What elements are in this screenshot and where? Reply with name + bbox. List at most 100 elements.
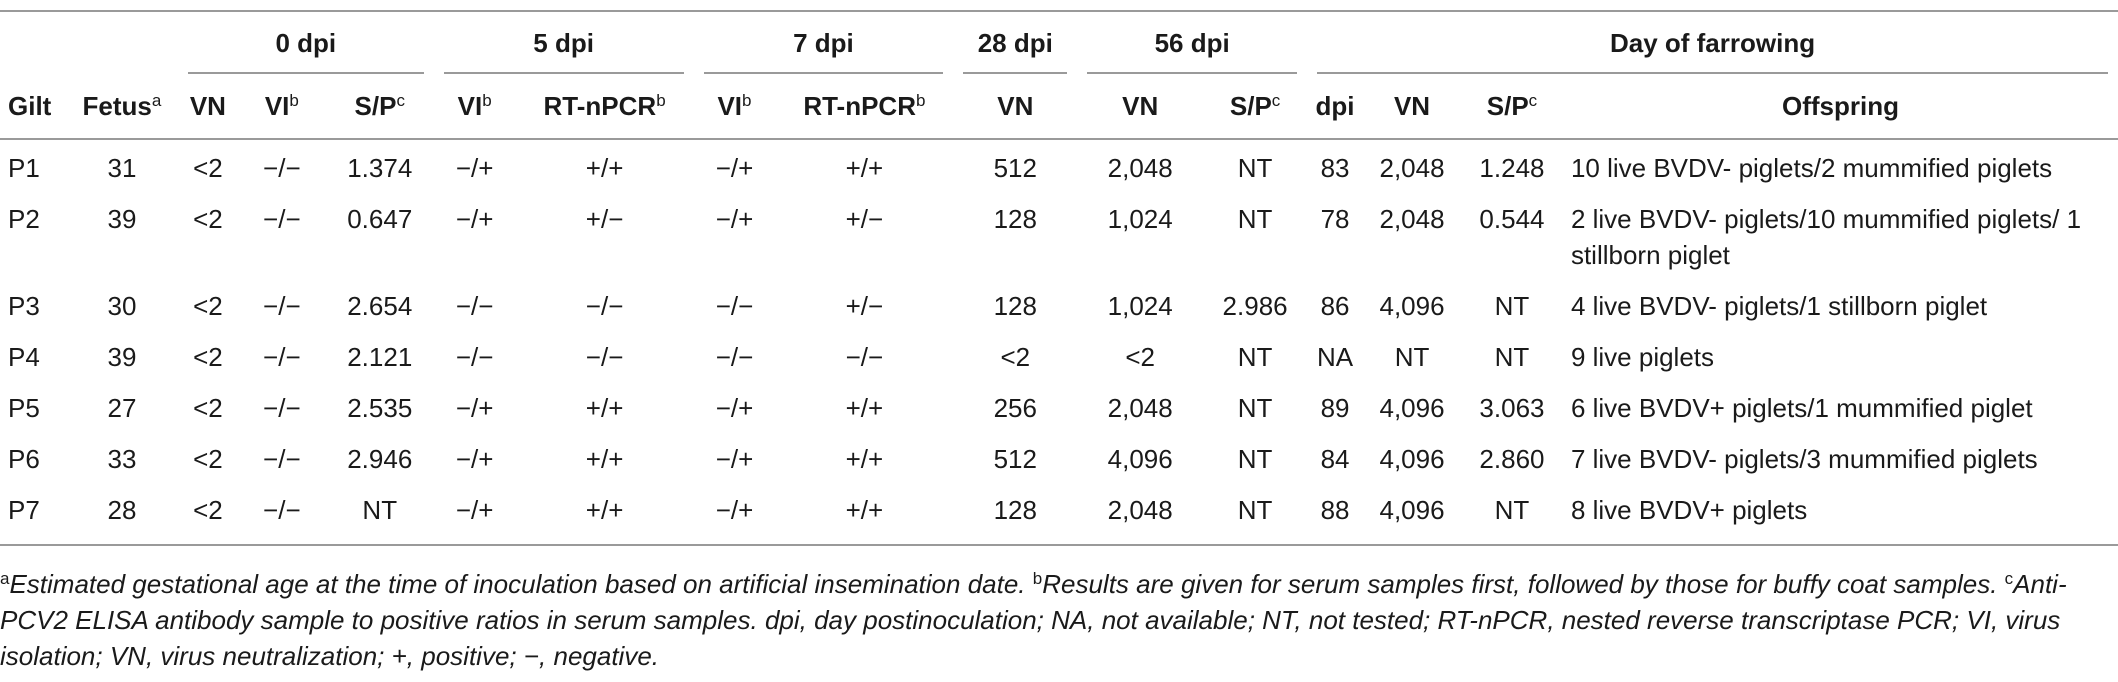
cell-rtnpcr-5dpi: −/−	[585, 291, 624, 321]
cell-vn-0dpi: <2	[193, 444, 223, 474]
col-header-vn-farrowing: VN	[1363, 74, 1461, 140]
cell-gilt: P3	[8, 291, 40, 321]
cell-vn-28dpi: 256	[993, 393, 1037, 423]
cell-dpi-farrowing: NA	[1316, 342, 1354, 372]
cell-vn-0dpi: <2	[193, 393, 223, 423]
cell-vn-farrowing: 4,096	[1379, 393, 1445, 423]
footnote-a-text: Estimated gestational age at the time of…	[9, 569, 1026, 599]
cell-offspring: 8 live BVDV+ piglets	[1562, 487, 2118, 546]
cell-sp-56dpi: 2.986	[1222, 291, 1288, 321]
cell-sp-farrowing: NT	[1494, 342, 1530, 372]
cell-vn-farrowing: 4,096	[1379, 444, 1445, 474]
cell-rtnpcr-7dpi: +/+	[845, 444, 884, 474]
cell-rtnpcr-7dpi: +/−	[845, 204, 884, 234]
table-row: P7 28 <2 −/− NT −/+ +/+ −/+ +/+ 128 2,048 NT 88 4,096…	[0, 487, 2118, 546]
cell-sp-farrowing: 0.544	[1479, 204, 1545, 234]
cell-offspring: 2 live BVDV- piglets/10 mummified piglet…	[1570, 204, 2082, 270]
cell-vi-7dpi: −/+	[693, 487, 776, 546]
col-header-sp-farrowing: S/Pc	[1461, 74, 1563, 140]
cell-vn-0dpi: <2	[193, 291, 223, 321]
group-header-0dpi: 0 dpi	[177, 10, 434, 75]
cell-rtnpcr-5dpi: +/−	[585, 204, 624, 234]
cell-vn-farrowing: 2,048	[1379, 153, 1445, 183]
cell-vi-5dpi: −/−	[455, 291, 494, 321]
group-header-28dpi: 28 dpi	[953, 10, 1078, 75]
cell-vi-5dpi: −/+	[455, 393, 494, 423]
cell-sp-0dpi: 0.647	[347, 204, 413, 234]
cell-sp-56dpi: NT	[1237, 444, 1273, 474]
cell-gilt: P1	[8, 153, 40, 183]
group-header-farrowing: Day of farrowing	[1307, 10, 2118, 75]
col-header-rtnpcr-7dpi: RT-nPCRb	[775, 74, 954, 140]
cell-sp-farrowing: 1.248	[1479, 153, 1545, 183]
cell-offspring: 6 live BVDV+ piglets/1 mummified piglet	[1570, 393, 2033, 423]
cell-vi-5dpi: −/+	[433, 487, 516, 546]
footnote-c-mark: c	[2004, 569, 2014, 588]
cell-rtnpcr-7dpi: +/−	[845, 291, 884, 321]
table-row: P5 27 <2 −/− 2.535 −/+ +/+ −/+ +/+ 256 2,048 NT 89 4,…	[0, 385, 2118, 436]
cell-sp-0dpi: 2.535	[347, 393, 413, 423]
group-header-56dpi: 56 dpi	[1077, 10, 1308, 75]
cell-rtnpcr-7dpi: +/+	[845, 153, 884, 183]
table-footnotes: aEstimated gestational age at the time o…	[0, 566, 2110, 674]
cell-dpi-farrowing: 84	[1320, 444, 1350, 474]
cell-vn-farrowing: 4,096	[1379, 291, 1445, 321]
cell-sp-farrowing: 3.063	[1479, 393, 1545, 423]
col-header-vi-5dpi: VIb	[433, 74, 516, 140]
cell-vn-0dpi: <2	[193, 342, 223, 372]
cell-vi-7dpi: −/+	[715, 444, 754, 474]
cell-sp-56dpi: NT	[1237, 153, 1273, 183]
cell-vn-farrowing: 4,096	[1363, 487, 1461, 546]
cell-rtnpcr-5dpi: −/−	[585, 342, 624, 372]
cell-vi-5dpi: −/−	[455, 342, 494, 372]
cell-gilt: P6	[8, 444, 40, 474]
col-header-fetus: Fetusa	[65, 74, 178, 140]
table-row: P2 39 <2 −/− 0.647 −/+ +/− −/+ +/− 128 1,024 NT 78 2,…	[0, 196, 2118, 283]
cell-vi-7dpi: −/+	[715, 393, 754, 423]
col-header-sp-0dpi: S/Pc	[325, 74, 434, 140]
cell-fetus: 27	[107, 393, 137, 423]
footnote-a-mark: a	[0, 569, 10, 588]
cell-vn-28dpi: 512	[993, 444, 1037, 474]
col-header-vn-28dpi: VN	[953, 74, 1078, 140]
cell-gilt: P7	[0, 487, 66, 546]
cell-rtnpcr-7dpi: −/−	[845, 342, 884, 372]
cell-vn-56dpi: 1,024	[1107, 204, 1173, 234]
cell-gilt: P4	[8, 342, 40, 372]
cell-vi-5dpi: −/+	[455, 204, 494, 234]
footnote-b-text: Results are given for serum samples firs…	[1042, 569, 1998, 599]
cell-sp-56dpi: NT	[1203, 487, 1308, 546]
group-header-7dpi: 7 dpi	[693, 10, 954, 75]
cell-dpi-farrowing: 88	[1307, 487, 1364, 546]
table-row: P6 33 <2 −/− 2.946 −/+ +/+ −/+ +/+ 512 4,096 NT 84 4,…	[0, 436, 2118, 487]
cell-vi-0dpi: −/−	[263, 291, 301, 321]
cell-sp-farrowing: NT	[1494, 291, 1530, 321]
cell-vi-7dpi: −/+	[715, 204, 754, 234]
cell-fetus: 30	[107, 291, 137, 321]
col-header-vn-56dpi: VN	[1077, 74, 1204, 140]
cell-sp-farrowing: 2.860	[1479, 444, 1545, 474]
col-header-dpi-farrowing: dpi	[1307, 74, 1364, 140]
cell-fetus: 39	[107, 342, 137, 372]
table-row: P4 39 <2 −/− 2.121 −/− −/− −/− −/− <2 <2 NT NA NT NT 9 …	[0, 334, 2118, 385]
cell-rtnpcr-5dpi: +/+	[585, 153, 624, 183]
cell-vn-56dpi: 4,096	[1107, 444, 1173, 474]
table-body: P1 31 <2 −/− 1.374 −/+ +/+ −/+ +/+ 512 2,048 NT 83 2,…	[0, 139, 2118, 546]
cell-dpi-farrowing: 86	[1320, 291, 1350, 321]
cell-vn-28dpi: 128	[953, 487, 1078, 546]
col-header-vi-7dpi: VIb	[693, 74, 776, 140]
cell-vn-farrowing: 2,048	[1379, 204, 1445, 234]
cell-sp-0dpi: 2.654	[347, 291, 413, 321]
cell-vi-7dpi: −/+	[715, 153, 754, 183]
cell-vn-28dpi: 128	[993, 204, 1037, 234]
group-header-5dpi: 5 dpi	[433, 10, 694, 75]
cell-sp-56dpi: NT	[1237, 204, 1273, 234]
col-header-vn-0dpi: VN	[177, 74, 238, 140]
cell-vn-28dpi: 512	[993, 153, 1037, 183]
cell-vn-56dpi: 2,048	[1107, 393, 1173, 423]
cell-sp-56dpi: NT	[1237, 393, 1273, 423]
cell-dpi-farrowing: 83	[1320, 153, 1350, 183]
cell-vn-0dpi: <2	[193, 204, 223, 234]
cell-rtnpcr-7dpi: +/+	[775, 487, 954, 546]
